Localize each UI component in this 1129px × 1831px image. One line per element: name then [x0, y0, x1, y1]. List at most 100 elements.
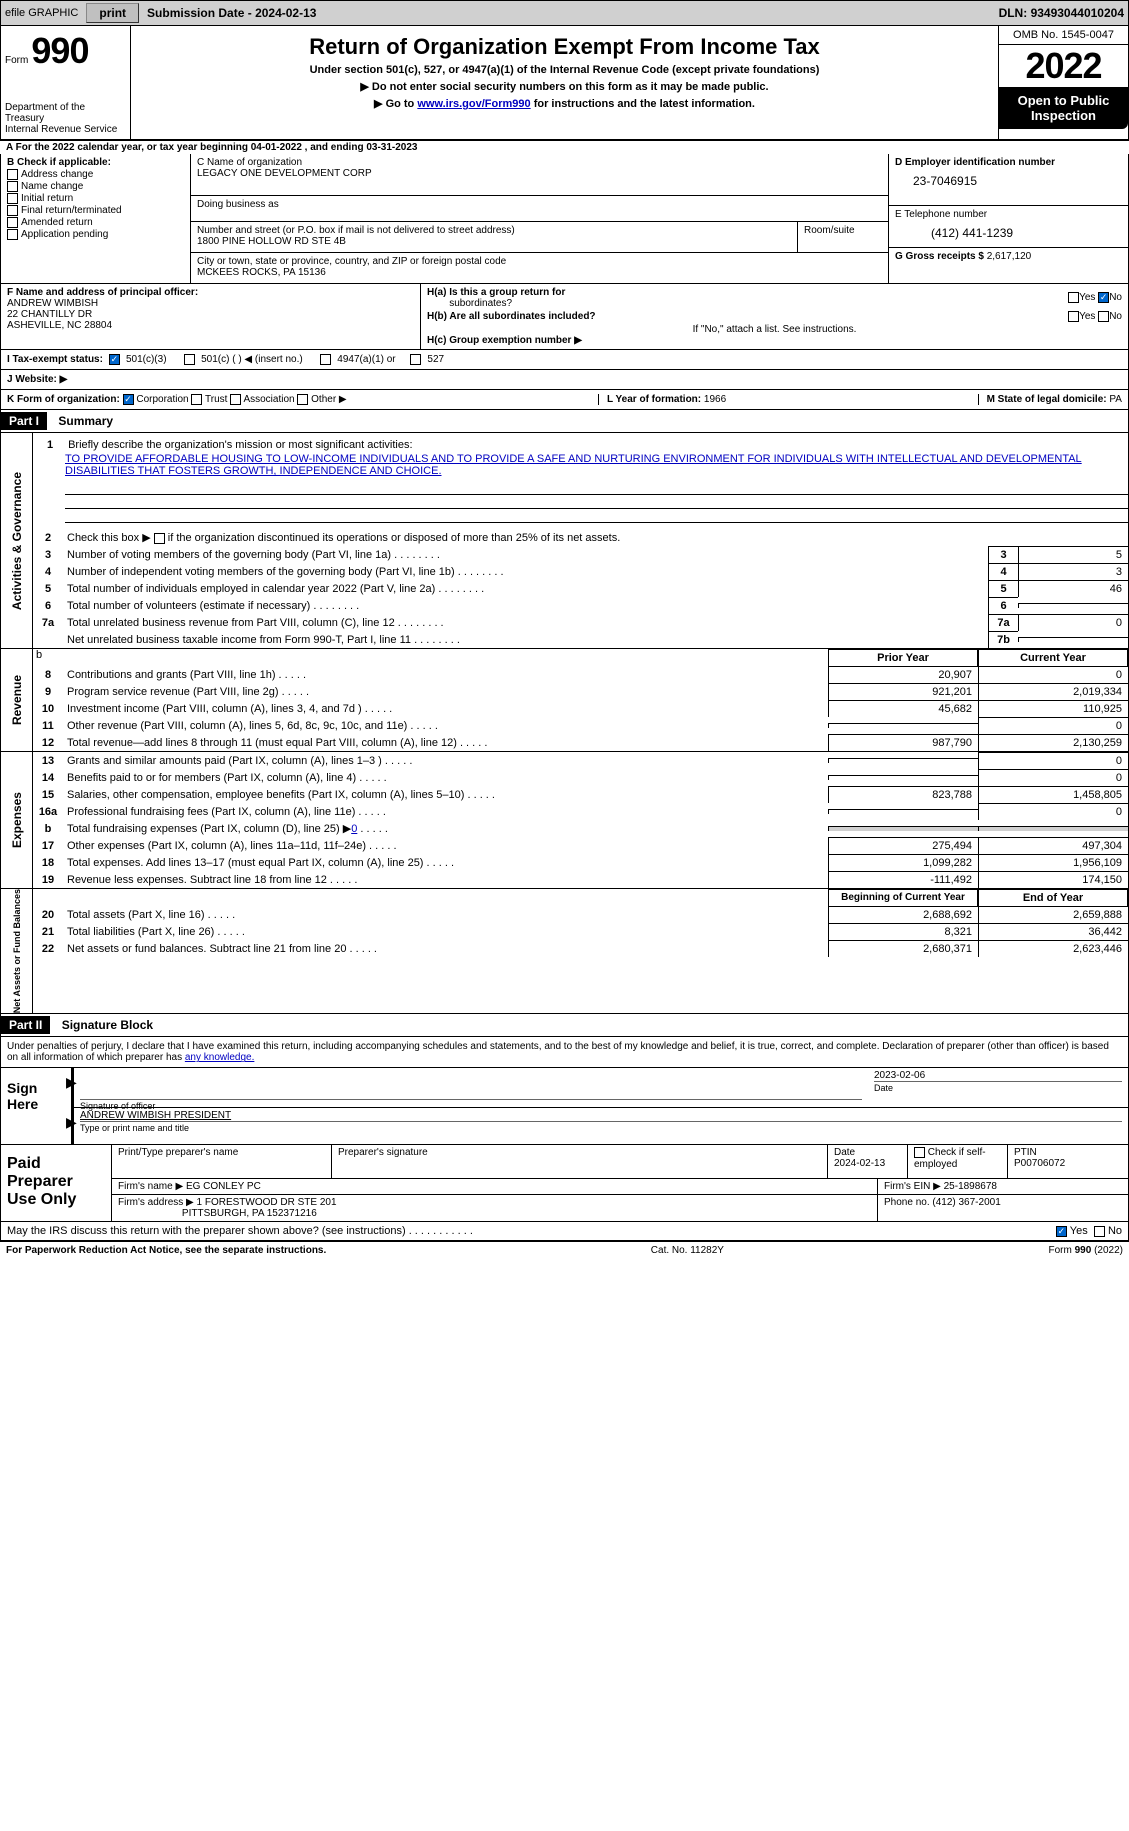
hb-no[interactable]: [1098, 311, 1109, 322]
city-box: City or town, state or province, country…: [191, 253, 888, 283]
part1-title: Summary: [58, 414, 113, 428]
phone-box: E Telephone number (412) 441-1239: [889, 206, 1128, 248]
part2-header: Part II Signature Block: [0, 1014, 1129, 1037]
chk-initial-return[interactable]: Initial return: [7, 193, 184, 204]
hdr-prior-year: Prior Year: [828, 649, 978, 666]
chk-name-change[interactable]: Name change: [7, 181, 184, 192]
principal-officer: F Name and address of principal officer:…: [1, 284, 421, 349]
discuss-row: May the IRS discuss this return with the…: [0, 1222, 1129, 1241]
hdr-beginning: Beginning of Current Year: [828, 889, 978, 906]
sign-block: Sign Here ▶Signature of officer 2023-02-…: [0, 1068, 1129, 1145]
print-button[interactable]: print: [86, 3, 139, 23]
chk-association[interactable]: [230, 394, 241, 405]
line2: 2 Check this box ▶ if the organization d…: [33, 529, 1128, 546]
line-k: K Form of organization: Corporation Trus…: [0, 390, 1129, 410]
line1-mission: 1 Briefly describe the organization's mi…: [33, 433, 1128, 481]
part2-title: Signature Block: [62, 1018, 153, 1032]
group-return-box: H(a) Is this a group return for subordin…: [421, 284, 1128, 349]
chk-discontinued[interactable]: [154, 533, 165, 544]
ha-no[interactable]: [1098, 292, 1109, 303]
sign-right: ▶Signature of officer 2023-02-06Date ▶AN…: [71, 1068, 1128, 1144]
chk-address-change[interactable]: Address change: [7, 169, 184, 180]
chk-final-return[interactable]: Final return/terminated: [7, 205, 184, 216]
form-header: Form 990 Department of the Treasury Inte…: [0, 26, 1129, 140]
chk-amended-return[interactable]: Amended return: [7, 217, 184, 228]
activities-governance-block: Activities & Governance 1 Briefly descri…: [0, 433, 1129, 649]
line-a: A For the 2022 calendar year, or tax yea…: [0, 140, 1129, 154]
discuss-no[interactable]: [1094, 1226, 1105, 1237]
fh-row: F Name and address of principal officer:…: [0, 284, 1129, 350]
hb-yes[interactable]: [1068, 311, 1079, 322]
open-public-badge: Open to Public Inspection: [999, 87, 1128, 129]
chk-corporation[interactable]: [123, 394, 134, 405]
summary-line-7b: Net unrelated business taxable income fr…: [33, 631, 1128, 648]
summary-line-7a: 7aTotal unrelated business revenue from …: [33, 614, 1128, 631]
revenue-content: b Prior Year Current Year 8Contributions…: [33, 649, 1128, 751]
data-line-18: 18Total expenses. Add lines 13–17 (must …: [33, 854, 1128, 871]
data-line-9: 9Program service revenue (Part VIII, lin…: [33, 683, 1128, 700]
pt-name-label: Print/Type preparer's name: [112, 1145, 332, 1178]
data-line-21: 21Total liabilities (Part X, line 26) . …: [33, 923, 1128, 940]
data-line-19: 19Revenue less expenses. Subtract line 1…: [33, 871, 1128, 888]
pt-sig-label: Preparer's signature: [332, 1145, 828, 1178]
chk-other[interactable]: [297, 394, 308, 405]
org-name: LEGACY ONE DEVELOPMENT CORP: [197, 168, 882, 179]
data-line-13: 13Grants and similar amounts paid (Part …: [33, 752, 1128, 769]
vert-net-assets: Net Assets or Fund Balances: [1, 889, 33, 1013]
data-line-b: bTotal fundraising expenses (Part IX, co…: [33, 820, 1128, 837]
data-line-14: 14Benefits paid to or for members (Part …: [33, 769, 1128, 786]
dba-box: Doing business as: [191, 196, 888, 222]
ul1: [65, 481, 1128, 495]
irs-label: Internal Revenue Service: [5, 124, 126, 135]
ein-box: D Employer identification number 23-7046…: [889, 154, 1128, 206]
irs-link[interactable]: www.irs.gov/Form990: [417, 98, 530, 110]
chk-501c3[interactable]: [109, 354, 120, 365]
discuss-yes[interactable]: [1056, 1226, 1067, 1237]
part1-badge: Part I: [1, 412, 47, 430]
goto-line: ▶ Go to www.irs.gov/Form990 for instruct…: [141, 97, 988, 110]
chk-trust[interactable]: [191, 394, 202, 405]
arrow-icon: ▶: [66, 1074, 77, 1091]
data-line-10: 10Investment income (Part VIII, column (…: [33, 700, 1128, 717]
col-name-address: C Name of organization LEGACY ONE DEVELO…: [191, 154, 888, 283]
form-number: 990: [31, 30, 88, 71]
chk-4947[interactable]: [320, 354, 331, 365]
efile-bar: efile GRAPHIC print Submission Date - 20…: [0, 0, 1129, 26]
activities-content: 1 Briefly describe the organization's mi…: [33, 433, 1128, 648]
hb-note: If "No," attach a list. See instructions…: [427, 324, 1122, 335]
part1-header: Part I Summary: [0, 410, 1129, 433]
chk-application-pending[interactable]: Application pending: [7, 229, 184, 240]
expenses-content: 13Grants and similar amounts paid (Part …: [33, 752, 1128, 888]
preparer-block: Paid Preparer Use Only Print/Type prepar…: [0, 1145, 1129, 1222]
ha-yes[interactable]: [1068, 292, 1079, 303]
form-subtitle: Under section 501(c), 527, or 4947(a)(1)…: [141, 64, 988, 76]
vert-activities: Activities & Governance: [1, 433, 33, 648]
expenses-block: Expenses 13Grants and similar amounts pa…: [0, 752, 1129, 889]
na-col-headers: Beginning of Current Year End of Year: [33, 889, 1128, 906]
summary-line-5: 5Total number of individuals employed in…: [33, 580, 1128, 597]
address-row: Number and street (or P.O. box if mail i…: [191, 222, 888, 253]
chk-527[interactable]: [410, 354, 421, 365]
ha-row: H(a) Is this a group return for subordin…: [427, 287, 1122, 309]
data-line-22: 22Net assets or fund balances. Subtract …: [33, 940, 1128, 957]
line-i: I Tax-exempt status: 501(c)(3) 501(c) ( …: [0, 350, 1129, 370]
data-line-8: 8Contributions and grants (Part VIII, li…: [33, 666, 1128, 683]
gross-receipts: G Gross receipts $ 2,617,120: [889, 248, 1128, 272]
vert-revenue: Revenue: [1, 649, 33, 751]
form-footer: Form 990 (2022): [1049, 1245, 1123, 1256]
col-b-check-applicable: B Check if applicable: Address change Na…: [1, 154, 191, 283]
name-title-label: Type or print name and title: [80, 1121, 1122, 1133]
form-title: Return of Organization Exempt From Incom…: [141, 34, 988, 60]
ssn-warning: ▶ Do not enter social security numbers o…: [141, 80, 988, 93]
sign-here-label: Sign Here: [1, 1068, 71, 1144]
revenue-block: Revenue b Prior Year Current Year 8Contr…: [0, 649, 1129, 752]
chk-501c[interactable]: [184, 354, 195, 365]
footer: For Paperwork Reduction Act Notice, see …: [0, 1241, 1129, 1259]
vert-expenses: Expenses: [1, 752, 33, 888]
data-line-11: 11Other revenue (Part VIII, column (A), …: [33, 717, 1128, 734]
perjury-text: Under penalties of perjury, I declare th…: [0, 1037, 1129, 1068]
street-address: Number and street (or P.O. box if mail i…: [191, 222, 798, 252]
phone-value: (412) 441-1239: [931, 226, 1122, 240]
part2-badge: Part II: [1, 1016, 50, 1034]
chk-self-employed[interactable]: [914, 1147, 925, 1158]
